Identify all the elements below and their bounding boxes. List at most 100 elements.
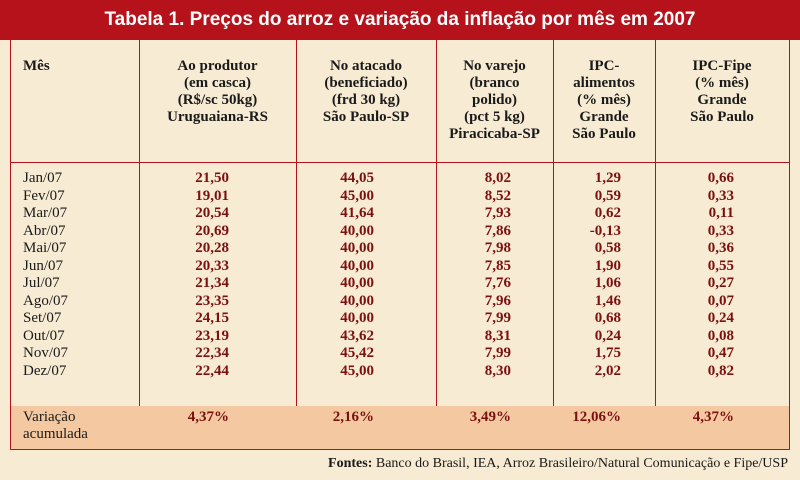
atacado-cell: 43,62 [340,327,374,344]
atacado-cell: 40,00 [340,292,374,309]
varejo-cell: 8,02 [484,170,511,186]
month-cell: Abr/07 [23,222,66,239]
varejo-cell: 8,30 [484,362,511,379]
atacado-cell: 40,00 [340,275,374,291]
header-ipc-fipe-line: Grande [697,92,747,108]
accumulated-ipc-alimentos: 12,06% [572,409,621,425]
header-produtor: Ao produtor (em casca) (R$/sc 50kg) Urug… [139,58,296,126]
header-ipc-alimentos: IPC- alimentos (% mês) Grande São Paulo [553,58,655,143]
atacado-cell: 40,00 [340,310,374,326]
ipc-fipe-cell: 0,07 [707,292,734,309]
table-row: Out/07 23,19 43,62 8,31 0,24 0,08 [11,328,789,346]
varejo-cell: 7,96 [484,292,511,309]
price-table: Mês Ao produtor (em casca) (R$/sc 50kg) … [10,40,790,450]
varejo-cell: 8,52 [484,187,511,204]
atacado-cell: 44,05 [340,170,374,186]
header-varejo-line: (pct 5 kg) [464,109,525,125]
month-cell: Jun/07 [23,257,64,274]
produtor-cell: 22,44 [195,362,229,379]
column-divider [436,40,437,449]
table-row: Jan/07 21,50 44,05 8,02 1,29 0,66 [11,170,789,188]
varejo-cell: 7,85 [484,257,511,274]
varejo-cell: 7,98 [484,240,511,256]
table-title: Tabela 1. Preços do arroz e variação da … [0,0,800,40]
header-ipc-alimentos-line: (% mês) [577,92,631,108]
produtor-cell: 20,33 [195,257,229,274]
table-row: Fev/07 19,01 45,00 8,52 0,59 0,33 [11,188,789,206]
atacado-cell: 40,00 [340,222,374,239]
ipc-alimentos-cell: -0,13 [589,222,621,239]
produtor-cell: 19,01 [195,187,229,204]
varejo-cell: 7,93 [484,205,511,221]
ipc-alimentos-cell: 0,58 [594,240,621,256]
accumulated-produtor: 4,37% [187,409,229,425]
ipc-fipe-cell: 0,55 [707,257,734,274]
header-atacado-line: (frd 30 kg) [331,92,401,108]
varejo-cell: 7,86 [484,222,511,239]
produtor-cell: 20,28 [195,240,229,256]
ipc-fipe-cell: 0,33 [707,222,734,239]
accumulated-varejo: 3,49% [469,409,511,425]
varejo-cell: 7,99 [484,310,511,326]
produtor-cell: 20,54 [195,205,229,221]
header-atacado-line: (beneficiado) [324,75,408,91]
accumulated-row: Variação acumulada 4,37% 2,16% 3,49% 12,… [11,406,789,449]
atacado-cell: 40,00 [340,240,374,256]
month-cell: Nov/07 [23,345,68,361]
table-row: Set/07 24,15 40,00 7,99 0,68 0,24 [11,310,789,328]
header-ipc-alimentos-line: IPC- [588,58,620,74]
sources-note: Fontes: Banco do Brasil, IEA, Arroz Bras… [328,456,788,472]
table-row: Jun/07 20,33 40,00 7,85 1,90 0,55 [11,258,789,276]
accumulated-label-line: Variação [23,409,76,425]
varejo-cell: 7,99 [484,345,511,361]
accumulated-label-line: acumulada [23,426,88,442]
ipc-fipe-cell: 0,82 [707,362,734,379]
ipc-alimentos-cell: 2,02 [594,362,621,379]
column-divider [553,40,554,449]
header-ipc-fipe-line: (% mês) [695,75,749,91]
accumulated-atacado: 2,16% [332,409,374,425]
produtor-cell: 21,50 [195,170,229,186]
ipc-fipe-cell: 0,27 [707,275,734,291]
header-varejo: No varejo (branco polido) (pct 5 kg) Pir… [436,58,553,143]
month-cell: Jan/07 [23,170,63,186]
month-cell: Set/07 [23,310,62,326]
column-divider [139,40,140,449]
table-row: Mai/07 20,28 40,00 7,98 0,58 0,36 [11,240,789,258]
month-cell: Jul/07 [23,275,60,291]
ipc-fipe-cell: 0,33 [707,187,734,204]
produtor-cell: 23,35 [195,292,229,309]
ipc-alimentos-cell: 1,46 [594,292,621,309]
accumulated-ipc-fipe: 4,37% [692,409,734,425]
ipc-fipe-cell: 0,47 [707,345,734,361]
header-atacado: No atacado (beneficiado) (frd 30 kg) São… [296,58,436,126]
atacado-cell: 40,00 [340,257,374,274]
varejo-cell: 7,76 [484,275,511,291]
table-row: Dez/07 22,44 45,00 8,30 2,02 0,82 [11,363,789,381]
ipc-fipe-cell: 0,24 [707,310,734,326]
header-atacado-line: No atacado [329,58,403,74]
varejo-cell: 8,31 [484,327,511,344]
table-row: Abr/07 20,69 40,00 7,86 -0,13 0,33 [11,223,789,241]
header-atacado-line: São Paulo-SP [322,109,410,125]
header-ipc-alimentos-line: alimentos [573,75,635,91]
ipc-fipe-cell: 0,08 [707,327,734,344]
ipc-alimentos-cell: 1,90 [594,257,621,274]
table-row: Jul/07 21,34 40,00 7,76 1,06 0,27 [11,275,789,293]
month-cell: Mai/07 [23,240,67,256]
ipc-fipe-cell: 0,36 [707,240,734,256]
table-row: Ago/07 23,35 40,00 7,96 1,46 0,07 [11,293,789,311]
produtor-cell: 22,34 [195,345,229,361]
ipc-alimentos-cell: 0,68 [594,310,621,326]
column-divider [655,40,656,449]
month-cell: Mar/07 [23,205,68,221]
month-cell: Fev/07 [23,187,65,204]
header-produtor-line: Ao produtor [177,58,258,74]
header-ipc-alimentos-line: São Paulo [572,126,636,142]
produtor-cell: 20,69 [195,222,229,239]
sources-text: Banco do Brasil, IEA, Arroz Brasileiro/N… [375,456,788,471]
table-row: Mar/07 20,54 41,64 7,93 0,62 0,11 [11,205,789,223]
header-produtor-line: Uruguaiana-RS [167,109,268,125]
atacado-cell: 45,00 [340,187,374,204]
header-divider [11,162,789,163]
